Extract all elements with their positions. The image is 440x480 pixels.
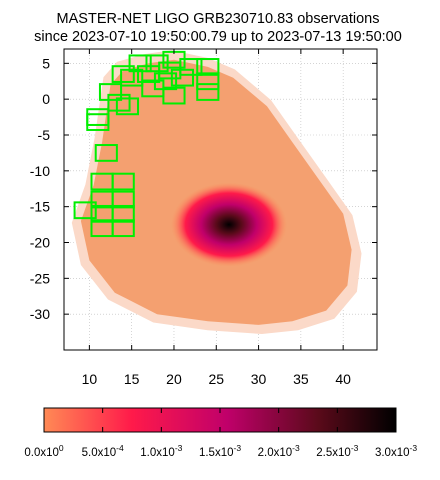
observation-fields xyxy=(73,50,220,238)
field-box xyxy=(73,201,97,220)
x-axis: 10 15 20 25 30 35 40 xyxy=(82,49,351,387)
chart-title: MASTER-NET LIGO GRB230710.83 observation… xyxy=(57,11,380,27)
y-tick-label: 5 xyxy=(42,55,50,71)
field-box xyxy=(128,54,152,73)
field-box xyxy=(115,97,140,116)
x-tick-label: 10 xyxy=(82,371,98,387)
x-tick-label: 20 xyxy=(166,371,182,387)
colorbar-tick-label: 3.0x10-3 xyxy=(375,443,417,459)
x-tick-label: 30 xyxy=(251,371,267,387)
y-tick-label: -30 xyxy=(30,306,50,322)
field-box xyxy=(107,93,131,112)
colorbar-tick-label: 1.0x10-3 xyxy=(140,443,182,459)
plot-frame xyxy=(63,48,378,351)
colorbar-tick-label: 2.5x10-3 xyxy=(316,443,358,459)
y-tick-label: -20 xyxy=(30,235,50,251)
colorbar-tick-label: 2.0x10-3 xyxy=(258,443,300,459)
field-box xyxy=(111,204,135,223)
plot-area xyxy=(64,49,377,350)
y-tick-label: -25 xyxy=(30,270,50,286)
colorbar-ticks: 0.0x100 5.0x10-4 1.0x10-3 1.5x10-3 2.0x10-3 2… xyxy=(24,408,417,459)
field-box xyxy=(162,86,186,105)
field-box xyxy=(196,83,220,101)
field-box xyxy=(196,72,220,91)
y-tick-label: -5 xyxy=(38,127,51,143)
field-box xyxy=(196,58,220,76)
colorbar-tick-label: 0.0x100 xyxy=(24,443,64,459)
field-box xyxy=(98,83,123,101)
y-axis: 5 0 -5 -10 -15 -20 -25 -30 xyxy=(30,55,377,322)
x-tick-label: 40 xyxy=(335,371,351,387)
probability-peak xyxy=(170,182,287,267)
colorbar: 0.0x100 5.0x10-4 1.0x10-3 1.5x10-3 2.0x10-3 2… xyxy=(24,407,417,459)
field-box xyxy=(120,68,144,87)
x-tick-label: 15 xyxy=(124,371,140,387)
y-tick-label: -10 xyxy=(30,163,50,179)
field-box xyxy=(111,219,135,238)
y-tick-label: -15 xyxy=(30,199,50,215)
x-tick-label: 35 xyxy=(293,371,309,387)
field-box xyxy=(111,65,135,83)
field-box xyxy=(170,68,195,87)
colorbar-tick-label: 1.5x10-3 xyxy=(199,443,241,459)
field-box xyxy=(94,144,118,162)
colorbar-tick-label: 5.0x10-4 xyxy=(82,443,124,459)
y-tick-label: 0 xyxy=(42,91,50,107)
field-box xyxy=(86,113,110,131)
field-box xyxy=(111,172,135,191)
field-box xyxy=(111,190,135,209)
x-tick-label: 25 xyxy=(208,371,224,387)
chart-subtitle: since 2023-07-10 19:50:00.79 up to 2023-… xyxy=(34,29,402,45)
